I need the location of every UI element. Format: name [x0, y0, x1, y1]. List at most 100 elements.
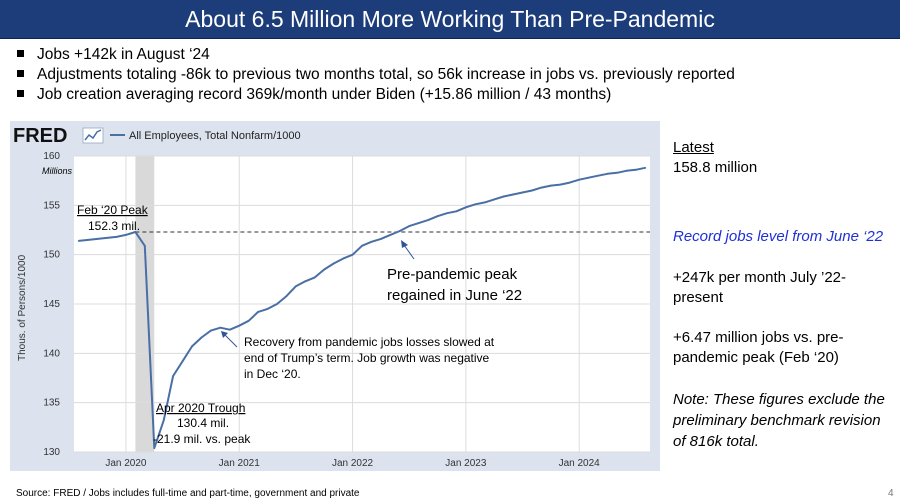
apr-trough-annotation-value: 130.4 mil. — [177, 416, 229, 430]
y-tick-label: 145 — [43, 299, 60, 310]
legend-label: All Employees, Total Nonfarm/1000 — [129, 130, 301, 142]
data-point — [143, 244, 146, 247]
bullet-list: Jobs +142k in August ‘24 Adjustments tot… — [14, 45, 735, 105]
data-point — [115, 236, 118, 238]
data-point — [427, 219, 429, 222]
data-point — [77, 239, 80, 242]
data-point — [370, 240, 373, 243]
data-point — [521, 191, 524, 194]
data-point — [181, 360, 184, 363]
record-jobs-note: Record jobs level from June ‘22 — [673, 228, 884, 245]
y-tick-label: 155 — [43, 200, 60, 211]
unit-label: Millions — [42, 166, 73, 176]
recovery-annotation-line: end of Trump’s term. Job growth was nega… — [244, 351, 490, 365]
data-point — [389, 234, 392, 236]
bullet-square-icon — [17, 90, 24, 98]
y-tick-label: 135 — [43, 398, 60, 409]
employment-line-chart: 130 135 140 145 150 155 160 Jan 2020 Jan 2021 Jan… — [13, 125, 650, 469]
feb-peak-annotation-title: Feb ‘20 Peak — [77, 203, 149, 217]
data-point — [276, 303, 278, 305]
feb-peak-annotation-value: 152.3 mil. — [88, 219, 140, 233]
bullet-item: Adjustments totaling -86k to previous tw… — [14, 65, 735, 85]
regained-annotation-line: regained in June ‘22 — [387, 287, 522, 304]
data-point — [200, 336, 203, 339]
data-point — [361, 244, 363, 247]
title-bar: About 6.5 Million More Working Than Pre-… — [0, 0, 900, 39]
data-point — [238, 324, 241, 327]
data-point — [323, 268, 326, 271]
bullet-square-icon — [17, 70, 24, 78]
data-point — [446, 212, 448, 215]
data-point — [351, 253, 354, 256]
data-point — [474, 203, 477, 206]
data-point — [342, 257, 345, 260]
y-tick-label: 150 — [43, 250, 60, 261]
latest-label: Latest — [673, 139, 714, 156]
data-point — [644, 166, 647, 169]
x-tick-label: Jan 2020 — [105, 458, 147, 469]
data-point — [587, 176, 590, 179]
data-point — [295, 285, 297, 288]
bullet-text: Adjustments totaling -86k to previous tw… — [37, 66, 735, 83]
x-tick-label: Jan 2021 — [219, 458, 261, 469]
apr-trough-annotation-title: Apr 2020 Trough — [156, 401, 245, 415]
y-tick-label: 130 — [43, 447, 60, 458]
y-tick-label: 160 — [43, 151, 60, 162]
page-title: About 6.5 Million More Working Than Pre-… — [185, 5, 715, 32]
data-point — [219, 326, 222, 329]
data-point — [512, 193, 514, 196]
data-point — [162, 419, 165, 422]
source-footnote: Source: FRED / Jobs includes full-time a… — [16, 488, 360, 499]
apr-trough-annotation-delta: -21.9 mil. vs. peak — [153, 432, 251, 446]
latest-value: 158.8 million — [673, 159, 758, 176]
y-tick-label: 140 — [43, 348, 60, 359]
per-month-stat-line: present — [673, 289, 724, 306]
data-point — [304, 280, 307, 283]
chart-panel: 130 135 140 145 150 155 160 Jan 2020 Jan 2021 Jan… — [10, 121, 660, 471]
data-point — [436, 215, 439, 218]
data-point — [313, 276, 316, 279]
data-point — [210, 329, 212, 332]
regained-annotation-line: Pre-pandemic peak — [387, 266, 518, 283]
data-point — [257, 310, 260, 313]
bullet-item: Job creation averaging record 369k/month… — [14, 85, 735, 105]
recovery-annotation-line: Recovery from pandemic jobs losses slowe… — [244, 335, 495, 349]
data-point — [493, 198, 496, 201]
data-point — [417, 222, 420, 224]
data-point — [568, 181, 571, 184]
data-point — [606, 172, 609, 175]
vs-peak-stat-line: pandemic peak (Feb ‘20) — [673, 349, 839, 366]
data-point — [125, 234, 127, 236]
data-point — [483, 201, 486, 204]
data-point — [398, 230, 401, 232]
data-point — [616, 171, 618, 174]
x-tick-label: Jan 2024 — [559, 458, 601, 469]
vs-peak-stat-line: +6.47 million jobs vs. pre- — [673, 329, 844, 346]
data-point — [134, 231, 137, 233]
data-point — [540, 186, 543, 189]
data-point — [87, 238, 90, 241]
data-point — [549, 184, 552, 187]
data-point — [228, 328, 231, 331]
data-point — [332, 262, 335, 265]
data-point — [408, 225, 411, 227]
data-point — [597, 174, 599, 177]
data-point — [247, 319, 250, 322]
data-point — [559, 183, 562, 186]
recovery-annotation-line: in Dec ‘20. — [244, 367, 301, 381]
fred-graph-icon — [82, 127, 104, 144]
data-point — [455, 210, 458, 213]
benchmark-note-line: Note: These figures exclude the — [673, 391, 885, 408]
regained-arrow-icon — [401, 240, 415, 260]
data-point — [172, 375, 175, 377]
slide-number: 4 — [888, 488, 894, 499]
data-point — [106, 236, 108, 239]
y-axis-title: Thous. of Persons/1000 — [17, 254, 28, 361]
data-point — [191, 345, 193, 348]
bullet-item: Jobs +142k in August ‘24 — [14, 45, 735, 65]
benchmark-note-line: of 816k total. — [673, 433, 759, 450]
data-point — [531, 189, 533, 192]
data-point — [464, 206, 467, 209]
bullet-square-icon — [17, 50, 24, 58]
x-tick-label: Jan 2022 — [332, 458, 374, 469]
